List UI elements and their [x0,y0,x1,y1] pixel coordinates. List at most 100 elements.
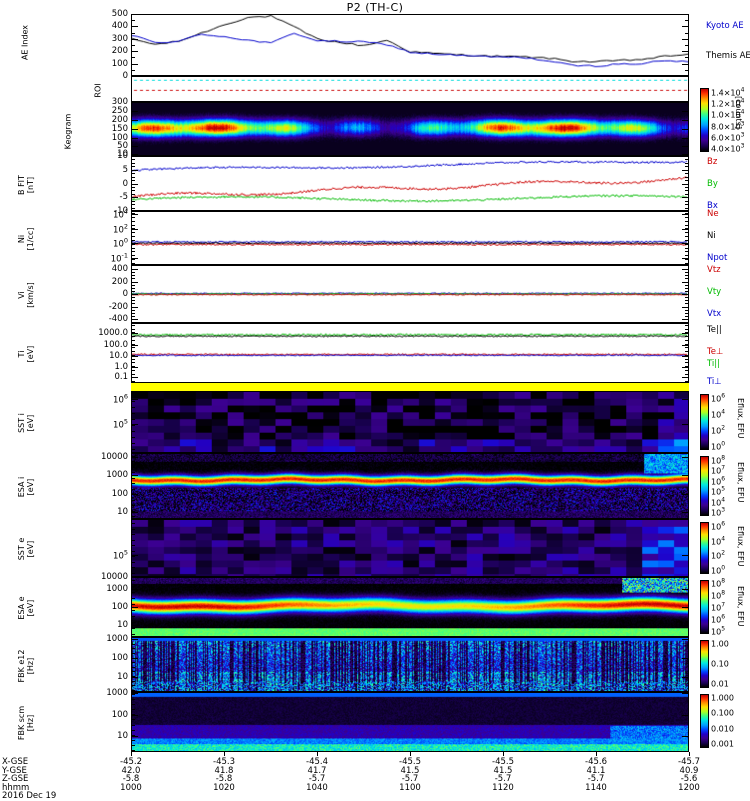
axis-tick [685,204,689,205]
axis-tick [685,20,689,21]
axis-tick [682,639,689,640]
panel-b-fit [131,156,689,211]
cblabel-esa-electron-2: 107 [711,601,726,613]
ytick-fbks-0: 1000 [106,688,128,699]
xaxis-value-hhmm-1: 1020 [213,782,235,793]
axis-tick [131,589,138,590]
colorbar-esa-electron [700,580,709,634]
axis-tick [131,166,135,167]
axis-tick [131,64,138,65]
axis-tick [131,745,135,746]
ytick-bfit-1: 5 [122,164,128,175]
axis-tick [131,573,135,574]
axis-tick [131,555,138,556]
ytick-ae-200: 200 [111,46,128,57]
ytick-keo-100: 100 [111,132,128,143]
legend-vtx: Vtx [707,309,722,319]
axis-tick [131,367,138,368]
ytick-ssti-0: 106 [113,392,128,406]
axis-tick [131,580,135,581]
xaxis-value-Z-GSE-1: -5.8 [215,774,233,784]
axis-tick [685,70,689,71]
axis-tick [685,374,689,375]
axis-tick [131,505,135,506]
cblabel-fbk-scm-2: 0.010 [711,724,734,734]
axis-tick [131,628,135,629]
axis-tick [131,456,135,457]
ytick-ti-2: 10.0 [109,351,128,361]
axis-tick [682,333,689,334]
axis-tick [131,374,135,375]
panel-sst-electron [131,519,689,577]
ytick-vi-0: 400 [111,264,128,274]
axis-tick [131,592,135,593]
axis-tick [131,719,135,720]
axis-tick [131,197,138,198]
axis-tick [131,240,135,241]
axis-tick [131,102,138,103]
cblabel-fbk-e12-0: 1.00 [711,639,729,649]
axis-tick [682,607,689,608]
cblabel-esa-electron-0: 108 [711,577,726,589]
status-bar-yellow [131,383,689,391]
axis-tick [131,184,138,185]
panel-esa-electron [131,577,689,637]
xaxis-value-Y-GSE-2: 41.7 [307,765,327,776]
axis-tick [131,607,138,608]
axis-tick [131,111,138,112]
axis-tick [682,625,689,626]
cblabel-fbk-scm-1: 0.100 [711,708,734,718]
xaxis-value-hhmm-0: 1000 [120,782,142,793]
axis-tick [682,211,689,212]
axis-tick [131,291,135,292]
axis-tick [131,269,138,270]
axis-tick [131,263,135,264]
axis-tick [682,184,689,185]
axis-tick [131,232,135,233]
axis-tick [131,715,138,716]
axis-tick [131,622,135,623]
xaxis-row-label-Y-GSE: Y-GSE [2,765,27,776]
xaxis-tick-4 [503,752,504,756]
axis-tick [131,33,135,34]
axis-tick [131,297,135,298]
xaxis-row-label-hhmm: hhmm [2,782,30,793]
axis-tick [685,213,689,214]
axis-tick [682,677,689,678]
axis-tick [685,316,689,317]
xaxis-tick-3 [410,752,411,756]
axis-tick [131,194,135,195]
axis-tick [131,294,138,295]
axis-tick [131,598,135,599]
axis-tick [131,26,138,27]
axis-tick [131,648,135,649]
xaxis-value-X-GSE-4: -45.5 [492,757,514,767]
axis-tick [685,173,689,174]
axis-tick [131,211,138,212]
axis-tick [131,340,135,341]
axis-tick [685,362,689,363]
axis-tick [131,489,135,490]
axis-tick [131,285,135,286]
xaxis-value-Z-GSE-0: -5.8 [122,774,140,784]
axis-tick [131,634,135,635]
axis-tick [685,221,689,222]
legend-ti-par: Ti|| [707,359,721,369]
ytick-ssti-1: 105 [113,418,128,431]
axis-tick [131,251,135,252]
axis-tick [131,359,135,360]
axis-tick [685,336,689,337]
axis-tick [682,111,689,112]
axis-tick [131,704,135,705]
axis-tick [131,472,135,473]
axis-tick [131,616,135,617]
cblabel-keogram-1: 1.2×104 [711,97,745,109]
axis-tick [131,431,135,432]
axis-tick [131,449,135,450]
axis-tick [131,154,138,155]
axis-tick [682,51,689,52]
axis-tick [131,362,135,363]
ytick-fbke-0: 1000 [106,634,128,645]
axis-tick [682,736,689,737]
axis-tick [131,45,135,46]
